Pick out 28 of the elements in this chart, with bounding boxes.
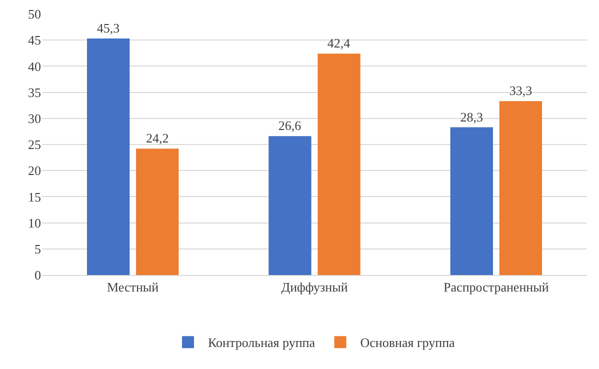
bar — [268, 136, 312, 275]
x-tick-label: Диффузный — [281, 280, 348, 295]
y-tick-label: 40 — [28, 58, 41, 74]
y-tick-label: 15 — [28, 189, 41, 204]
y-tick-label: 20 — [28, 163, 41, 178]
x-tick-label: Распространенный — [444, 280, 549, 295]
legend-label: Контрольная руппа — [208, 335, 316, 350]
y-tick-label: 45 — [28, 32, 41, 48]
bar — [318, 54, 360, 275]
y-tick-label: 5 — [34, 241, 41, 256]
legend-label: Основная группа — [360, 335, 456, 350]
bar — [86, 38, 130, 275]
bar — [450, 127, 493, 275]
data-label: 33,3 — [509, 83, 532, 98]
y-tick-label: 30 — [28, 110, 41, 126]
y-tick-label: 0 — [34, 268, 41, 283]
data-label: 45,3 — [96, 20, 120, 36]
y-tick-label: 35 — [28, 84, 41, 100]
y-tick-label: 25 — [28, 137, 41, 152]
data-label: 42,4 — [327, 36, 351, 51]
bar — [499, 101, 542, 275]
y-tick-label: 10 — [28, 215, 41, 230]
x-tick-label: Местный — [107, 280, 159, 295]
data-label: 24,2 — [146, 130, 169, 146]
y-tick-label: 50 — [28, 6, 41, 22]
data-label: 26,6 — [278, 118, 302, 134]
data-label: 28,3 — [460, 109, 484, 124]
bar — [136, 148, 179, 275]
